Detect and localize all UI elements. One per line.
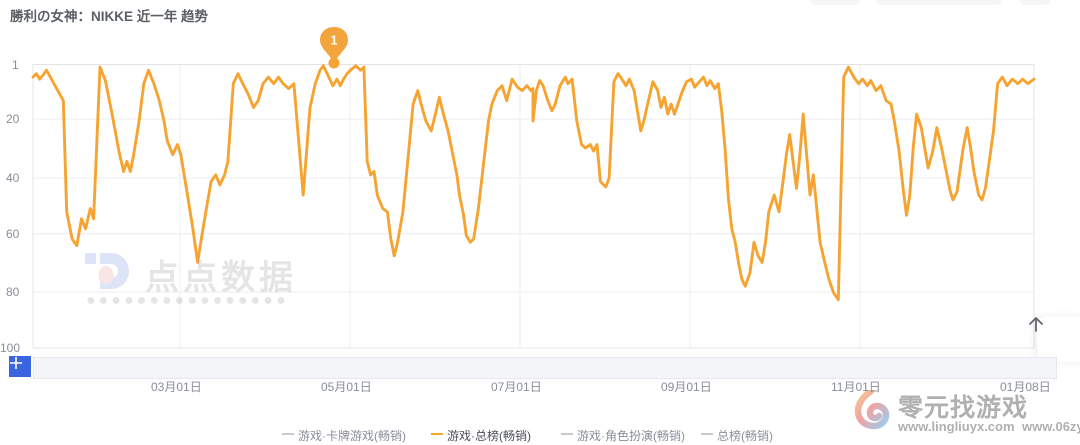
svg-text:1: 1 xyxy=(331,34,338,48)
